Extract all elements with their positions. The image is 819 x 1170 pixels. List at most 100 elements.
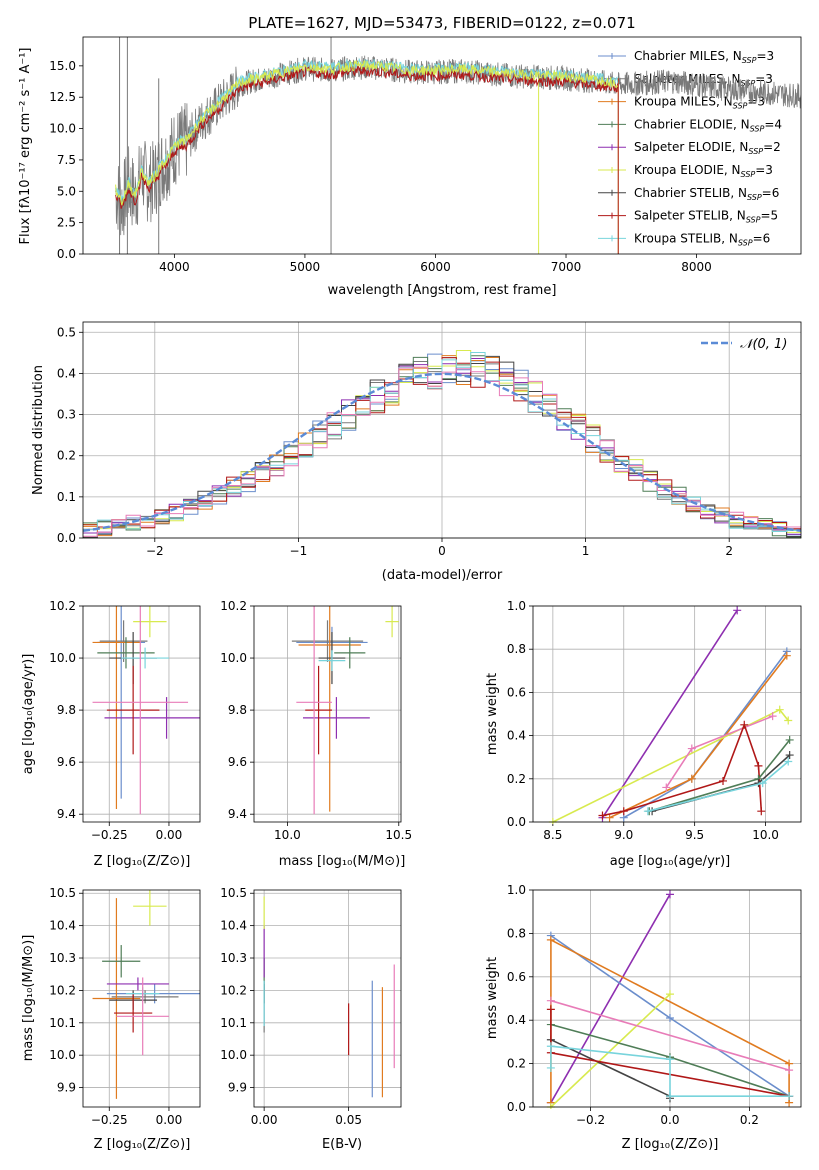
legend-label-5: Kroupa ELODIE, NSSP=3: [634, 163, 773, 179]
weight-vs-Z-ytick-label-4: 0.8: [507, 926, 526, 940]
weight-vs-Z-xtick-label-0: −0.2: [576, 1113, 605, 1127]
age-vs-Z-xtick-label-0: −0.25: [91, 828, 128, 842]
legend-subscript-3: SSP: [750, 124, 765, 133]
weight-vs-age-xtick-label-1: 9.0: [614, 828, 633, 842]
mass-vs-Z-xtick-label-0: −0.25: [91, 1113, 128, 1127]
legend-rest-4: =2: [763, 140, 781, 154]
age-vs-mass-point-1: [291, 620, 364, 662]
residuals-ytick-label-4: 0.4: [57, 366, 76, 380]
gaussian-curve: [83, 372, 801, 532]
mass-vs-ebv-points: [263, 896, 395, 1098]
weight-vs-Z-marker-8-3: [665, 1092, 674, 1101]
mass-vs-Z-ytick-label-5: 10.4: [49, 919, 76, 933]
legend-rest-8: =6: [753, 231, 771, 245]
age-vs-Z-ytick-label-0: 9.4: [57, 807, 76, 821]
weight-vs-age-marker-5-2: [719, 776, 728, 785]
age-vs-mass-x-label: mass [log₁₀(M/M⊙)]: [279, 854, 406, 869]
mass-vs-Z-ytick-label-2: 10.1: [49, 1016, 76, 1030]
age-vs-mass-frame: [253, 605, 402, 823]
age-vs-Z-point-2: [92, 606, 141, 809]
spectrum-ytick-label-4: 10.0: [49, 122, 76, 136]
residuals-xtick-label-0: −2: [146, 544, 164, 558]
weight-vs-Z-marker-0-1: [665, 890, 674, 899]
weight-vs-age-marker-5-0: [598, 811, 607, 820]
spectrum-panel: PLATE=1627, MJD=53473, FIBERID=0122, z=0…: [18, 14, 802, 298]
weight-vs-Z-xtick-label-1: 0.0: [660, 1113, 679, 1127]
weight-vs-age-ytick-label-4: 0.8: [507, 642, 526, 656]
mass-vs-Z-point-7: [114, 993, 153, 1033]
residual-histogram-9: [83, 366, 801, 537]
spectrum-xtick-label-0: 4000: [159, 260, 190, 274]
weight-vs-age-ytick-label-5: 1.0: [507, 599, 526, 613]
mass-vs-ebv-panel: E(B-V) 0.00 0.05 9.9 10.0 10.1 10.2 10.3 10.4 10…: [220, 886, 402, 1152]
weight-vs-age-series-6: [649, 739, 791, 812]
age-vs-mass-xtick-label-1: 10.5: [385, 828, 412, 842]
spectrum-frame: [82, 36, 802, 255]
legend-rest-7: =5: [760, 209, 778, 223]
legend-subscript-7: SSP: [746, 216, 761, 225]
age-vs-mass-points: [291, 606, 399, 815]
residuals-xtick-label-3: 1: [582, 544, 590, 558]
weight-vs-age-lines: [548, 606, 794, 824]
mass-vs-Z-point-3: [102, 945, 141, 978]
weight-vs-Z-ytick-label-3: 0.6: [507, 970, 526, 984]
gauss-legend: 𝒩(0, 1): [701, 337, 787, 352]
legend-rest-3: =4: [764, 117, 782, 131]
legend-label-6: Chabrier STELIB, NSSP=6: [634, 186, 779, 202]
mass-vs-Z-point-4: [106, 977, 169, 991]
spectrum-ytick-label-0: 0.0: [57, 247, 76, 261]
weight-vs-age-marker-4-1: [687, 744, 696, 753]
weight-vs-Z-xtick-label-2: 0.2: [740, 1113, 759, 1127]
age-vs-mass-point-8: [318, 650, 346, 672]
weight-vs-age-marker-5-3: [740, 720, 749, 729]
mass-vs-ebv-ytick-label-2: 10.1: [220, 1016, 247, 1030]
age-vs-mass-panel: mass [log₁₀(M/M⊙)] 10.0 10.5 9.4 9.6 9.8 10.0…: [220, 599, 412, 869]
weight-vs-age-marker-8-0: [643, 807, 652, 816]
age-vs-Z-point-8: [121, 647, 169, 669]
weight-vs-Z-marker-8-1: [546, 1042, 555, 1051]
age-vs-mass-point-3: [334, 637, 366, 669]
spectrum-x-label: wavelength [Angstrom, rest frame]: [328, 283, 557, 298]
age-vs-mass-point-2: [298, 606, 361, 812]
spectrum-ytick-label-5: 12.5: [49, 90, 76, 104]
weight-vs-age-marker-8-1: [758, 779, 767, 788]
residual-histograms: [83, 350, 801, 538]
weight-vs-age-series-0: [601, 609, 738, 819]
residuals-xtick-label-2: 0: [438, 544, 446, 558]
age-vs-mass-ytick-label-0: 9.4: [228, 807, 247, 821]
age-vs-Z-point-1: [99, 620, 148, 662]
legend-label-0: Chabrier MILES, NSSP=3: [634, 49, 774, 65]
age-vs-Z-y-label: age [log₁₀(age/yr)]: [21, 654, 36, 775]
mass-vs-Z-panel: Z [log₁₀(Z/Z⊙)] mass [log₁₀(M/M⊙)] −0.25…: [21, 886, 201, 1152]
age-vs-Z-point-7: [106, 665, 160, 755]
weight-vs-Z-y-label: mass weight: [485, 957, 500, 1039]
mass-vs-Z-ytick-label-1: 10.0: [49, 1048, 76, 1062]
weight-vs-age-ytick-label-2: 0.4: [507, 729, 526, 743]
mass-vs-ebv-x-label: E(B-V): [322, 1137, 362, 1152]
age-vs-mass-ytick-label-1: 9.6: [228, 755, 247, 769]
age-vs-mass-ytick-label-4: 10.2: [220, 599, 247, 613]
mass-vs-Z-y-label: mass [log₁₀(M/M⊙)]: [21, 935, 36, 1062]
weight-vs-Z-marker-4-1: [785, 1066, 794, 1075]
weight-vs-Z-panel: Z [log₁₀(Z/Z⊙)] mass weight −0.2 0.0 0.2 0.…: [485, 883, 802, 1152]
legend-label-2: Kroupa MILES, NSSP=3: [634, 95, 765, 111]
weight-vs-Z-marker-4-0: [546, 996, 555, 1005]
weight-vs-age-marker-4-2: [768, 712, 777, 721]
model-spectrum-0: [115, 57, 619, 203]
spectrum-y-label: Flux [fλ10⁻¹⁷ erg cm⁻² s⁻¹ A⁻¹]: [18, 48, 33, 245]
mass-vs-Z-ytick-label-3: 10.2: [49, 983, 76, 997]
weight-vs-Z-marker-8-2: [665, 1055, 674, 1064]
weight-vs-Z-lines: [546, 890, 794, 1109]
legend-subscript-2: SSP: [733, 102, 748, 111]
weight-vs-age-marker-6-2: [785, 735, 794, 744]
legend-subscript-5: SSP: [741, 170, 756, 179]
spectrum-ytick-label-2: 5.0: [57, 184, 76, 198]
residuals-ytick-label-5: 0.5: [57, 325, 76, 339]
mass-vs-Z-x-label: Z [log₁₀(Z/Z⊙)]: [94, 1137, 191, 1152]
mass-vs-ebv-xtick-label-1: 0.05: [335, 1113, 362, 1127]
residuals-y-label: Normed distribution: [31, 365, 46, 495]
mass-vs-Z-points: [92, 890, 200, 1099]
residuals-panel: (data-model)/error Normed distribution 𝒩…: [31, 321, 802, 583]
weight-vs-age-xtick-label-3: 10.0: [752, 828, 779, 842]
